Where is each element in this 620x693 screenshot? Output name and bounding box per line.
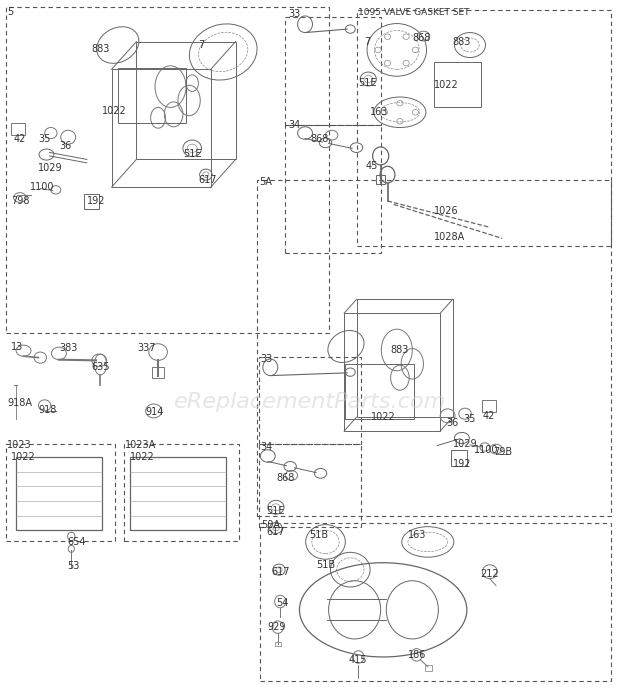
Text: 54: 54	[276, 598, 288, 608]
Text: 192: 192	[87, 196, 105, 206]
Text: 36: 36	[59, 141, 71, 150]
Text: 1022: 1022	[102, 106, 127, 116]
Bar	[257, 180, 611, 516]
Bar	[356, 299, 453, 417]
Bar	[345, 364, 414, 419]
Text: 883: 883	[453, 37, 471, 46]
Text: 45: 45	[366, 161, 378, 171]
Bar	[376, 175, 385, 184]
Text: 35: 35	[464, 414, 476, 424]
Bar	[152, 367, 164, 378]
Text: 1026: 1026	[434, 207, 459, 216]
Bar	[112, 69, 211, 187]
Text: 1028A: 1028A	[434, 232, 465, 242]
Text: 1095 VALVE GASKET SET: 1095 VALVE GASKET SET	[358, 8, 470, 17]
Bar	[434, 62, 481, 107]
Text: 5A: 5A	[259, 177, 272, 186]
Text: 617: 617	[272, 567, 290, 577]
Text: 42: 42	[14, 134, 26, 143]
Text: 5: 5	[7, 8, 14, 17]
Text: 918: 918	[38, 405, 57, 415]
Bar	[259, 444, 361, 527]
Bar	[84, 194, 99, 209]
Text: 33: 33	[288, 9, 301, 19]
Text: 53: 53	[67, 561, 79, 571]
Bar	[356, 10, 611, 246]
Text: 654: 654	[67, 537, 86, 547]
Text: 79B: 79B	[493, 447, 512, 457]
Text: 1022: 1022	[371, 412, 396, 422]
Text: 1022: 1022	[130, 453, 155, 462]
Text: 415: 415	[348, 655, 367, 665]
Bar	[130, 457, 226, 530]
Text: 7: 7	[365, 37, 371, 46]
Text: 868: 868	[310, 134, 329, 143]
Text: 617: 617	[198, 175, 217, 185]
Bar	[118, 68, 186, 123]
Text: 914: 914	[146, 407, 164, 417]
Text: 42: 42	[482, 411, 495, 421]
Text: 212: 212	[480, 569, 499, 579]
Text: 36: 36	[446, 418, 459, 428]
Text: 34: 34	[260, 442, 273, 452]
Text: 1100: 1100	[30, 182, 55, 192]
Text: 868: 868	[412, 33, 431, 43]
Bar	[344, 313, 440, 431]
Text: 1022: 1022	[434, 80, 459, 89]
Text: 635: 635	[92, 362, 110, 372]
Text: 617: 617	[267, 527, 285, 537]
Text: eReplacementParts.com: eReplacementParts.com	[174, 392, 446, 412]
Text: 35: 35	[38, 134, 51, 143]
Text: 868: 868	[276, 473, 294, 483]
Bar	[425, 665, 432, 671]
Bar	[6, 7, 329, 333]
Bar	[259, 357, 361, 444]
Bar	[6, 444, 115, 541]
Text: 798: 798	[11, 196, 30, 206]
Bar	[285, 17, 381, 125]
Text: 51B: 51B	[309, 530, 328, 540]
Bar	[16, 457, 102, 530]
Text: 1029: 1029	[38, 163, 63, 173]
Text: 33: 33	[260, 354, 273, 364]
Text: 34: 34	[288, 120, 301, 130]
Text: 186: 186	[408, 650, 427, 660]
Text: 50A: 50A	[262, 520, 281, 530]
Text: 163: 163	[408, 530, 427, 540]
Bar	[451, 450, 467, 466]
Text: 51B: 51B	[316, 560, 335, 570]
Text: 1100: 1100	[474, 446, 499, 455]
Text: 883: 883	[391, 345, 409, 355]
Text: 192: 192	[453, 459, 471, 469]
Bar	[275, 642, 281, 646]
Text: 13: 13	[11, 342, 24, 351]
Bar	[260, 523, 611, 681]
Text: 383: 383	[59, 343, 78, 353]
Bar	[285, 125, 381, 253]
Text: 1022: 1022	[11, 453, 36, 462]
Text: 883: 883	[92, 44, 110, 53]
Text: 1029: 1029	[453, 439, 477, 448]
Text: 929: 929	[268, 622, 286, 632]
Text: 7: 7	[198, 40, 205, 50]
Text: 51E: 51E	[267, 507, 285, 516]
Bar	[136, 42, 236, 159]
Text: 918A: 918A	[7, 398, 32, 408]
Text: 51E: 51E	[183, 149, 202, 159]
Text: 1023: 1023	[7, 440, 32, 450]
Text: 337: 337	[138, 343, 156, 353]
Bar	[482, 400, 496, 412]
Text: 1023A: 1023A	[125, 440, 156, 450]
Text: 51E: 51E	[358, 78, 377, 88]
Text: 163: 163	[370, 107, 388, 117]
Bar	[11, 123, 25, 135]
Bar	[124, 444, 239, 541]
